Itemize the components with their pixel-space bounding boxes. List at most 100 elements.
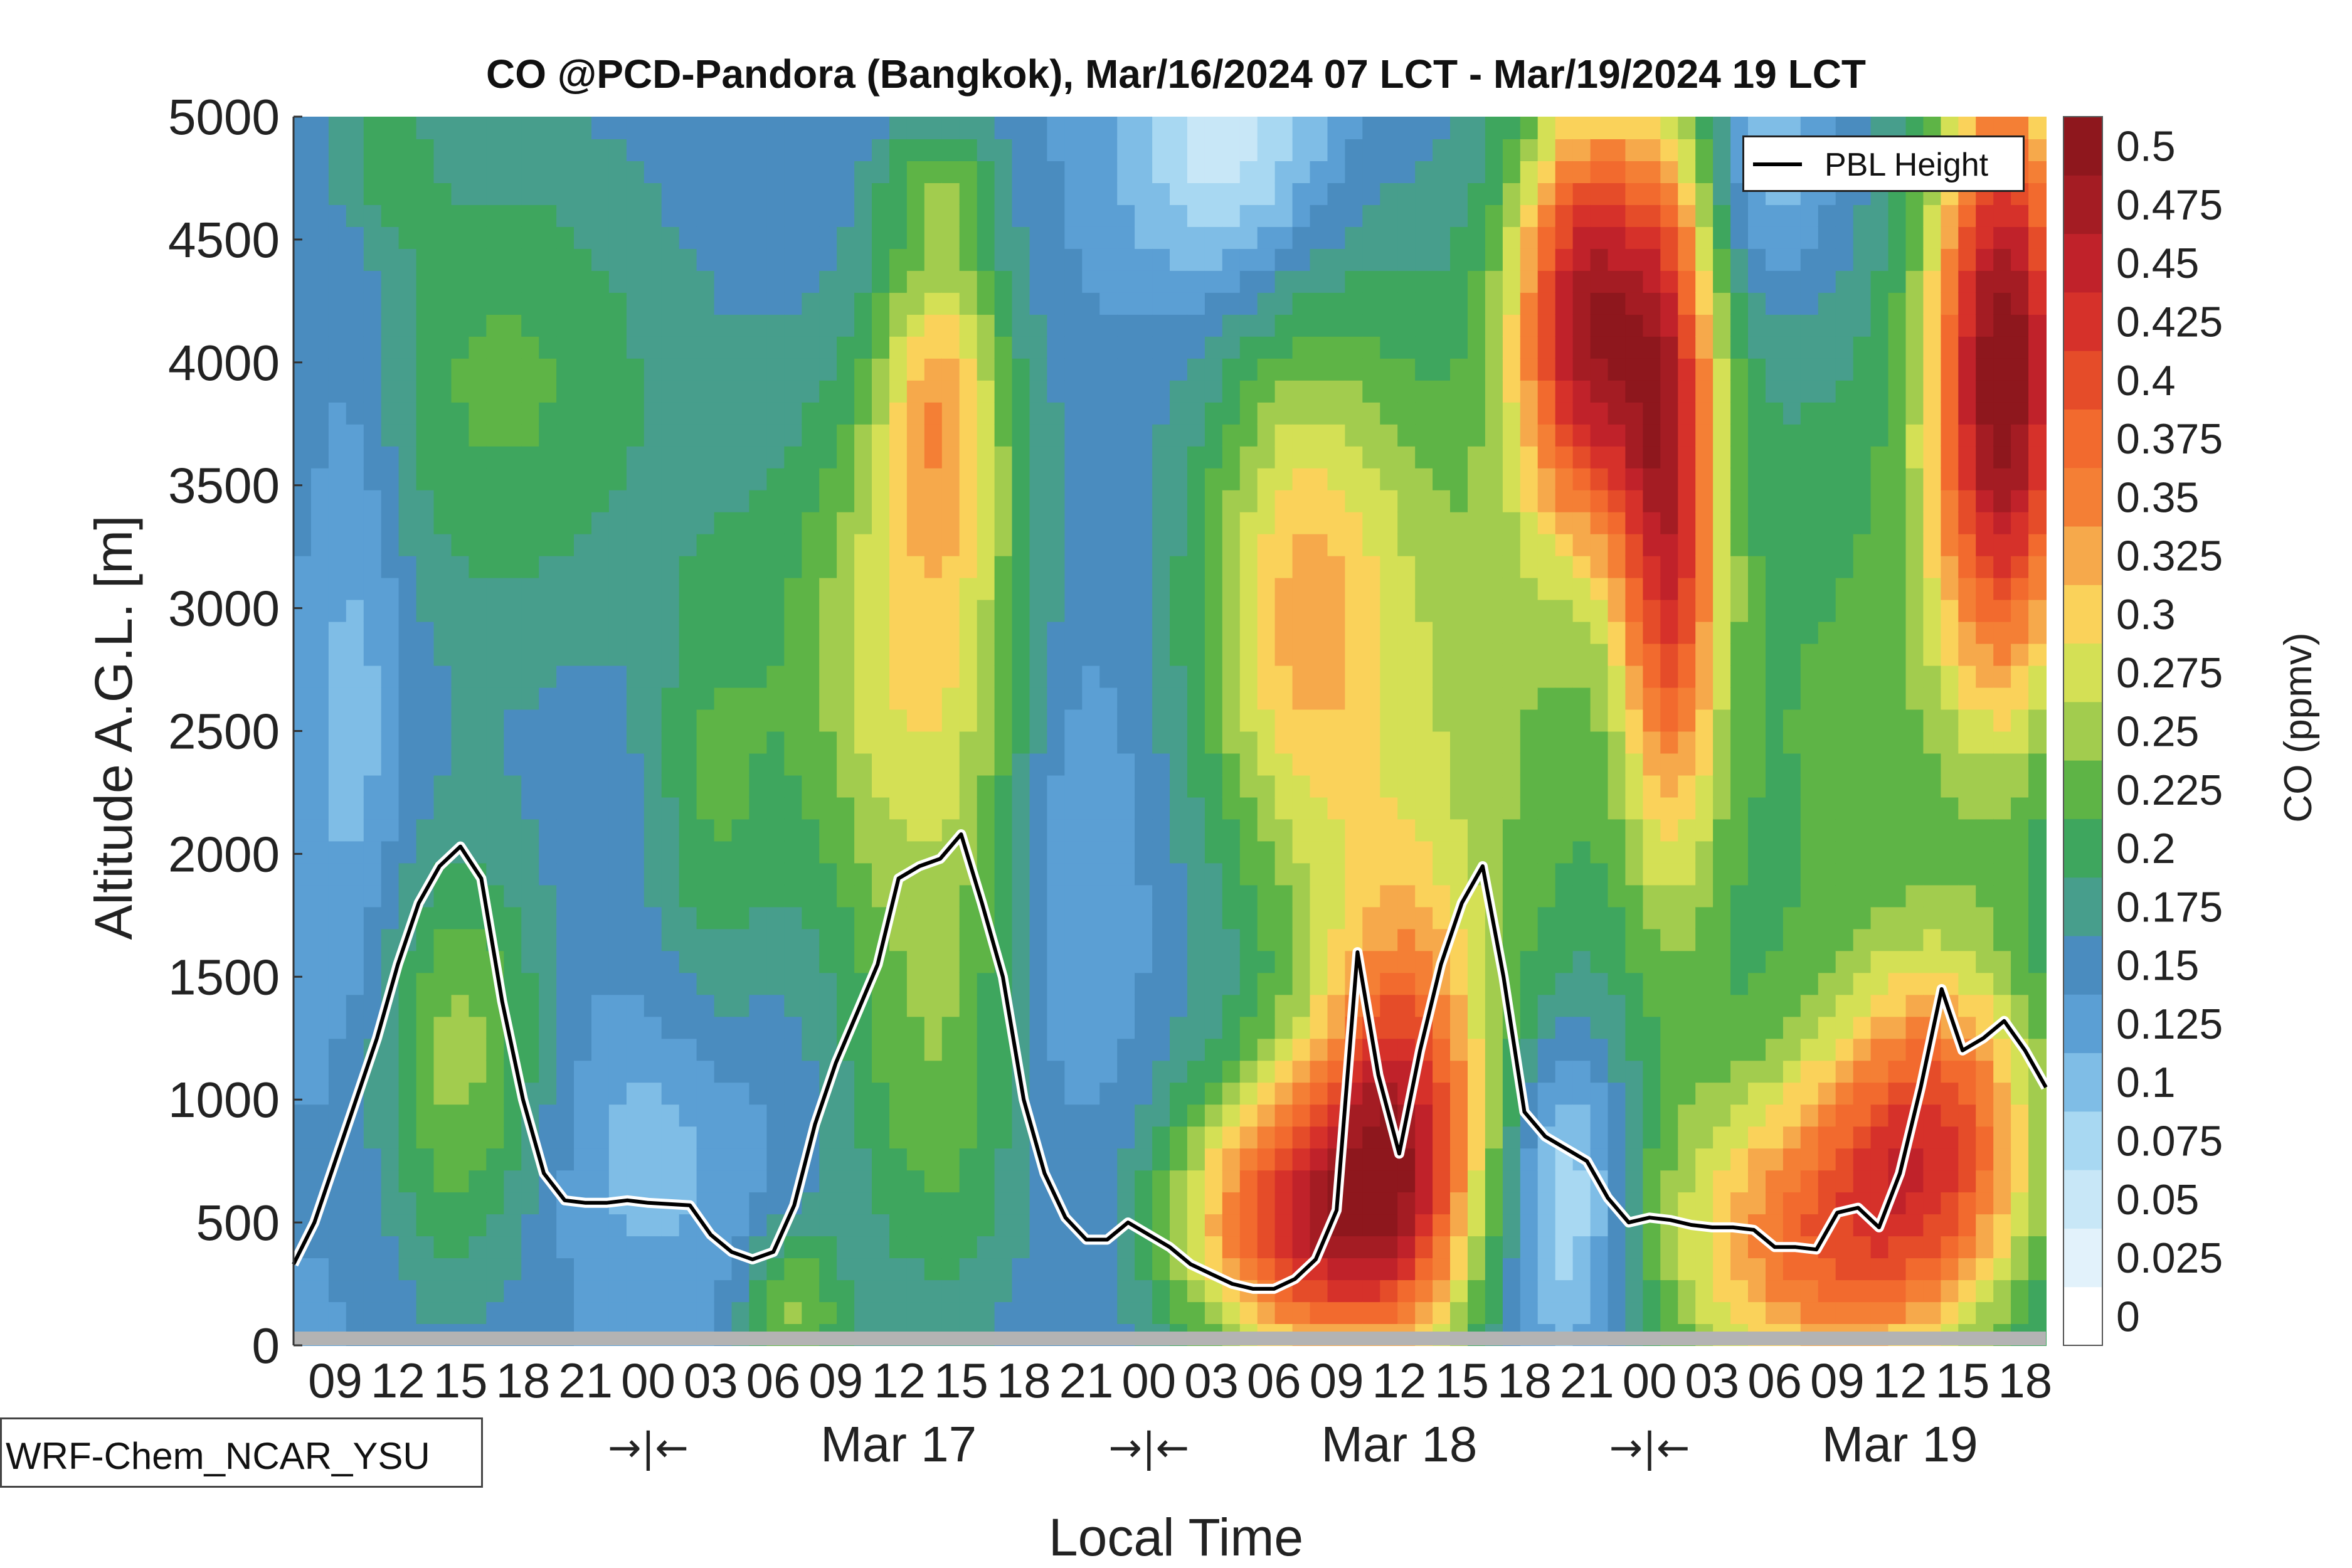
heatmap-cell — [1380, 1236, 1399, 1259]
heatmap-cell — [714, 1082, 733, 1105]
heatmap-cell — [521, 775, 540, 798]
heatmap-cell — [1012, 336, 1030, 359]
heatmap-cell — [1818, 797, 1836, 820]
heatmap-cell — [1766, 467, 1784, 490]
heatmap-cell — [1257, 972, 1276, 995]
heatmap-cell — [1625, 423, 1644, 447]
heatmap-cell — [837, 1236, 855, 1259]
heatmap-cell — [837, 1126, 855, 1149]
heatmap-cell — [766, 161, 785, 183]
heatmap-cell — [1310, 709, 1328, 732]
heatmap-cell — [486, 1038, 505, 1061]
heatmap-cell — [837, 379, 855, 403]
heatmap-cell — [1537, 555, 1556, 578]
heatmap-cell — [889, 358, 908, 381]
heatmap-cell — [1135, 753, 1153, 776]
heatmap-cell — [1310, 950, 1328, 973]
heatmap-cell — [1608, 577, 1626, 600]
heatmap-cell — [1695, 423, 1714, 447]
heatmap-cell — [1415, 204, 1434, 227]
heatmap-cell — [1433, 775, 1451, 798]
heatmap-cell — [539, 204, 558, 227]
heatmap-cell — [1415, 533, 1434, 556]
heatmap-cell — [1608, 862, 1626, 886]
heatmap-cell — [328, 1236, 347, 1259]
heatmap-cell — [1468, 292, 1486, 315]
heatmap-cell — [1152, 775, 1170, 798]
heatmap-cell — [1397, 1170, 1416, 1193]
heatmap-cell — [521, 753, 540, 776]
heatmap-cell — [1502, 1192, 1521, 1215]
heatmap-cell — [1590, 818, 1609, 842]
heatmap-cell — [1047, 1258, 1066, 1281]
heatmap-cell — [1362, 1104, 1381, 1127]
heatmap-cell — [294, 928, 312, 951]
heatmap-cell — [749, 226, 768, 249]
heatmap-cell — [556, 950, 575, 973]
heatmap-cell — [1047, 358, 1066, 381]
heatmap-cell — [1029, 775, 1048, 798]
heatmap-cell — [1468, 972, 1486, 995]
heatmap-cell — [784, 1082, 803, 1105]
heatmap-cell — [819, 161, 838, 183]
heatmap-cell — [1748, 204, 1766, 227]
heatmap-cell — [1468, 621, 1486, 644]
heatmap-cell — [1643, 621, 1661, 644]
heatmap-cell — [1397, 292, 1416, 315]
heatmap-cell — [556, 358, 575, 381]
heatmap-cell — [854, 1038, 872, 1061]
heatmap-cell — [1292, 555, 1311, 578]
heatmap-cell — [1502, 336, 1521, 359]
heatmap-cell — [608, 336, 627, 359]
heatmap-cell — [1292, 621, 1311, 644]
heatmap-cell — [1047, 445, 1066, 469]
heatmap-cell — [906, 1279, 925, 1303]
heatmap-cell — [784, 117, 803, 139]
heatmap-cell — [1800, 204, 1819, 227]
heatmap-cell — [1502, 1279, 1521, 1303]
heatmap-cell — [1643, 1301, 1661, 1324]
heatmap-cell — [1327, 1016, 1346, 1039]
heatmap-cell — [1152, 1038, 1170, 1061]
heatmap-cell — [1748, 797, 1766, 820]
heatmap-cell — [1257, 818, 1276, 842]
heatmap-cell — [1170, 753, 1188, 776]
heatmap-cell — [1292, 314, 1311, 337]
heatmap-cell — [1327, 270, 1346, 293]
heatmap-cell — [679, 928, 697, 951]
heatmap-cell — [469, 445, 487, 469]
heatmap-cell — [1660, 1104, 1679, 1127]
heatmap-cell — [906, 775, 925, 798]
heatmap-cell — [521, 139, 540, 161]
heatmap-cell — [1170, 204, 1188, 227]
heatmap-cell — [889, 445, 908, 469]
heatmap-cell — [714, 226, 733, 249]
heatmap-cell — [310, 1258, 329, 1281]
heatmap-cell — [1590, 161, 1609, 183]
heatmap-cell — [1590, 1038, 1609, 1061]
heatmap-cell — [714, 818, 733, 842]
heatmap-cell — [1748, 950, 1766, 973]
heatmap-cell — [1029, 577, 1048, 600]
heatmap-cell — [1783, 379, 1801, 403]
heatmap-cell — [1660, 1082, 1679, 1105]
heatmap-cell — [1783, 906, 1801, 930]
heatmap-cell — [1748, 577, 1766, 600]
heatmap-cell — [469, 1104, 487, 1127]
heatmap-cell — [1082, 1279, 1101, 1303]
heatmap-cell — [398, 709, 417, 732]
heatmap-cell — [451, 862, 470, 886]
heatmap-cell — [906, 643, 925, 666]
heatmap-cell — [714, 358, 733, 381]
heatmap-cell — [1047, 139, 1066, 161]
heatmap-cell — [504, 445, 522, 469]
heatmap-cell — [731, 1038, 750, 1061]
heatmap-cell — [608, 511, 627, 534]
heatmap-cell — [1555, 423, 1574, 447]
heatmap-cell — [1625, 292, 1644, 315]
heatmap-cell — [591, 972, 610, 995]
heatmap-cell — [644, 182, 662, 205]
heatmap-cell — [696, 226, 715, 249]
heatmap-cell — [1310, 1170, 1328, 1193]
heatmap-cell — [1239, 117, 1258, 139]
